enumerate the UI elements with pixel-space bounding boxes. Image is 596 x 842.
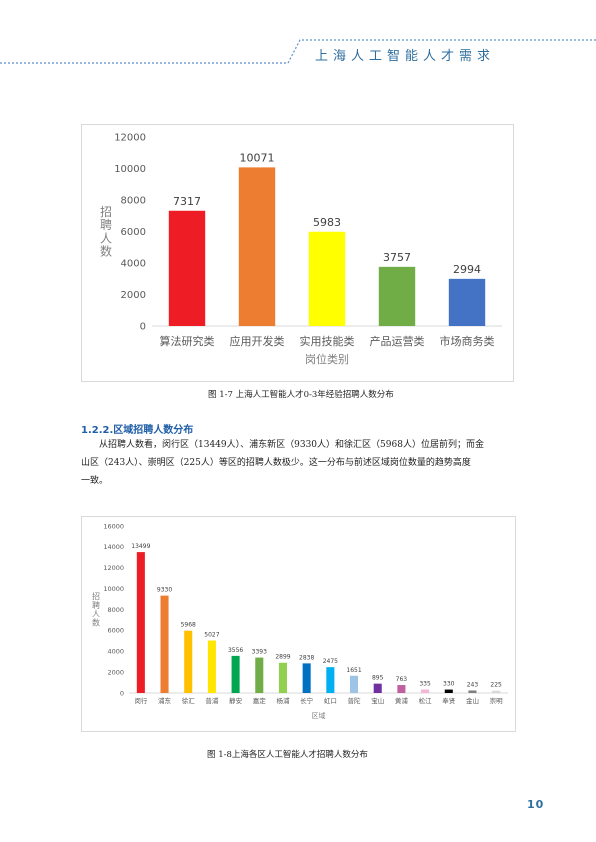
chart2-bar-7 (278, 662, 287, 693)
chart2-bar-9 (326, 667, 335, 693)
figure-caption-1-8: 图 1-8上海各区人工智能人才招聘人数分布 (207, 750, 368, 760)
chart1-data-label: 5983 (313, 216, 341, 229)
chart2-category-label: 奉贤 (442, 696, 456, 705)
chart2-ytick-label: 8000 (107, 606, 124, 614)
chart2-data-label: 330 (443, 681, 455, 688)
chart2-data-label: 2838 (299, 654, 314, 661)
chart2-category-label: 徐汇 (182, 696, 196, 705)
chart1-ytick-label: 2000 (121, 290, 146, 301)
chart2-data-label: 763 (396, 676, 408, 683)
chart-job-category-recruitment: 0 2000 4000 6000 8000 10000 12000 7317 算法研究类 1007… (81, 124, 514, 382)
chart1-x-axis-title: 岗位类别 (305, 352, 349, 366)
chart2-category-label: 静安 (229, 696, 243, 705)
chart2-category-label: 闵行 (134, 696, 148, 705)
chart2-category-label: 松江 (419, 696, 433, 705)
chart2-category-label: 虹口 (324, 696, 337, 705)
chart1-bar-2 (238, 167, 276, 326)
chart1-y-axis-title: 招聘人数 (100, 205, 112, 259)
chart2-category-label: 宝山 (371, 696, 384, 705)
chart1-category-label: 市场商务类 (440, 334, 495, 348)
chart1-bar-1 (168, 210, 206, 326)
paragraph-line-3: 一致。 (81, 476, 109, 486)
chart2-ytick-label: 12000 (103, 564, 124, 572)
chart2-data-label: 5968 (181, 622, 196, 629)
chart2-category-label: 嘉定 (253, 696, 267, 705)
chart2-bar-8 (302, 663, 311, 693)
chart2-y-axis-title: 招聘人数 (92, 591, 100, 627)
section-heading: 1.2.2.区域招聘人数分布 (81, 425, 194, 436)
chart1-ytick-label: 8000 (121, 196, 146, 207)
chart1-data-label: 10071 (240, 151, 275, 164)
header-title: 上海人工智能人才需求 (315, 49, 496, 64)
chart1-category-label: 实用技能类 (300, 334, 355, 348)
chart2-category-label: 普陀 (348, 696, 362, 705)
chart2-bar-14 (444, 689, 453, 693)
chart2-bar-3 (184, 630, 193, 693)
figure-caption-1-7: 图 1-7 上海人工智能人才0-3年经验招聘人数分布 (208, 390, 394, 400)
paragraph-line-2: 山区（243人）、崇明区（225人）等区的招聘人数极少。这一分布与前述区域岗位数… (81, 458, 471, 468)
chart2-category-label: 长宁 (300, 696, 314, 705)
chart1-category-label: 算法研究类 (160, 334, 215, 348)
chart2-data-label: 2899 (275, 654, 290, 661)
chart2-category-label: 崇明 (490, 697, 504, 705)
chart1-category-label: 应用开发类 (230, 334, 285, 348)
chart2-data-label: 13499 (131, 543, 150, 550)
chart2-category-label: 黄浦 (395, 696, 409, 705)
chart1-ytick-label: 4000 (121, 259, 146, 270)
chart2-ytick-label: 4000 (107, 648, 124, 656)
chart1-bar-5 (448, 278, 486, 326)
page-number: 10 (527, 798, 545, 811)
chart1-data-label: 3757 (383, 251, 411, 264)
chart2-bar-15 (468, 690, 477, 693)
chart2-ytick-label: 0 (120, 689, 124, 697)
chart2-ytick-label: 14000 (103, 543, 124, 551)
chart2-bar-2 (160, 595, 169, 693)
chart2-category-label: 金山 (466, 696, 479, 705)
chart2-data-label: 225 (490, 682, 502, 689)
chart2-data-label: 9330 (157, 587, 172, 594)
chart1-bar-3 (308, 231, 346, 326)
paragraph-line-1: 从招聘人数看，闵行区（13449人）、浦东新区（9330人）和徐汇区（5968人… (99, 440, 484, 450)
chart2-data-label: 2475 (323, 658, 338, 665)
chart2-bar-13 (421, 689, 430, 693)
chart2-bar-11 (373, 683, 382, 693)
chart-district-recruitment: 0 2000 4000 6000 8000 10000 12000 14000 16000 134… (81, 516, 516, 732)
chart2-data-label: 3393 (252, 649, 267, 656)
chart2-category-label: 普浦 (205, 696, 219, 705)
chart2-data-label: 243 (467, 681, 479, 688)
chart-svg-2: 0 2000 4000 6000 8000 10000 12000 14000 16000 134… (92, 522, 508, 720)
chart2-ytick-label: 2000 (107, 668, 124, 676)
chart2-ytick-label: 16000 (103, 522, 124, 530)
chart2-data-label: 335 (419, 681, 431, 688)
header-decoration (0, 39, 596, 64)
chart2-data-label: 5027 (204, 632, 219, 639)
chart2-data-label: 895 (372, 675, 384, 682)
chart2-x-axis-title: 区域 (312, 711, 326, 720)
chart1-ytick-label: 12000 (114, 133, 146, 144)
chart2-ytick-label: 10000 (103, 585, 124, 593)
chart2-category-label: 浦东 (158, 696, 172, 705)
chart1-data-label: 2994 (453, 263, 481, 276)
chart1-bar-4 (378, 266, 416, 326)
chart2-bar-10 (350, 675, 359, 693)
chart1-data-label: 7317 (173, 195, 201, 208)
chart1-ytick-label: 10000 (114, 164, 146, 175)
chart2-bar-5 (231, 655, 240, 693)
chart2-data-label: 1651 (346, 667, 361, 674)
chart2-bar-16 (492, 690, 501, 693)
chart1-category-label: 产品运营类 (370, 334, 425, 348)
chart2-ytick-label: 6000 (107, 627, 124, 635)
chart1-ytick-label: 0 (140, 322, 146, 333)
chart2-bar-6 (255, 657, 264, 693)
chart1-ytick-label: 6000 (121, 227, 146, 238)
chart2-bar-4 (207, 640, 216, 693)
chart2-category-label: 杨浦 (276, 696, 290, 705)
chart-svg-1: 0 2000 4000 6000 8000 10000 12000 7317 算法研究类 1007… (100, 133, 502, 366)
section-paragraph: 从招聘人数看，闵行区（13449人）、浦东新区（9330人）和徐汇区（5968人… (81, 436, 521, 490)
chart2-bar-1 (136, 552, 145, 693)
chart2-bar-12 (397, 685, 406, 693)
chart2-data-label: 3556 (228, 647, 243, 654)
